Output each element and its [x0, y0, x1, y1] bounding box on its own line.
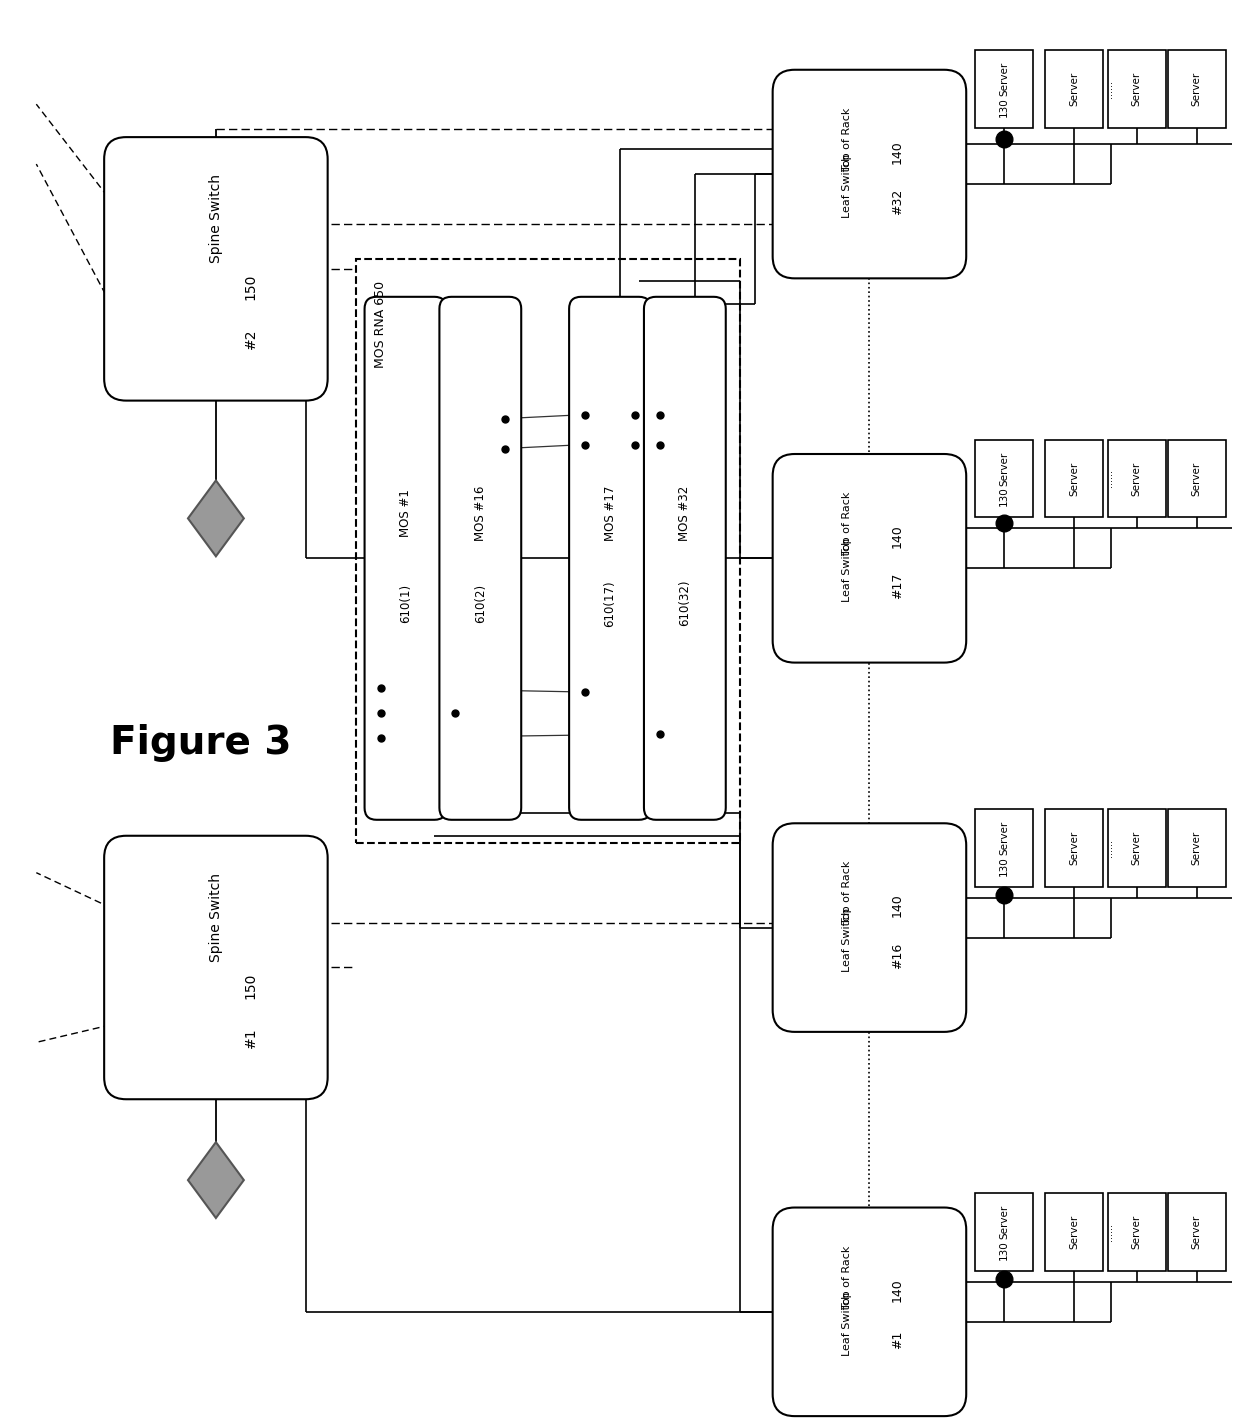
Polygon shape	[188, 1143, 244, 1218]
FancyBboxPatch shape	[644, 297, 725, 820]
Text: #1: #1	[244, 1027, 258, 1047]
Text: #2: #2	[244, 329, 258, 349]
Bar	[356, 259, 740, 842]
Text: Leaf Switch: Leaf Switch	[842, 1292, 852, 1356]
Text: Leaf Switch: Leaf Switch	[842, 908, 852, 972]
Bar	[975, 1192, 1033, 1271]
Text: 140: 140	[890, 1278, 904, 1302]
Text: Server: Server	[999, 1205, 1009, 1239]
Text: 140: 140	[890, 894, 904, 918]
Text: MOS RNA 650: MOS RNA 650	[373, 280, 387, 369]
Text: MOS #17: MOS #17	[604, 485, 616, 541]
FancyBboxPatch shape	[104, 835, 327, 1099]
Text: Server: Server	[999, 451, 1009, 485]
Text: Server: Server	[1192, 1215, 1202, 1249]
Bar	[1107, 808, 1166, 887]
Bar	[1168, 808, 1225, 887]
Text: MOS #32: MOS #32	[678, 485, 692, 541]
Text: Server: Server	[1069, 831, 1079, 865]
Bar	[1045, 808, 1102, 887]
Text: Server: Server	[1069, 461, 1079, 495]
Bar	[1045, 440, 1102, 518]
Text: ......: ......	[1104, 838, 1114, 857]
Text: 140: 140	[890, 141, 904, 164]
Bar	[1107, 1192, 1166, 1271]
Text: Spine Switch: Spine Switch	[208, 874, 223, 962]
Text: Top of Rack: Top of Rack	[842, 1245, 852, 1309]
Text: Server: Server	[1132, 73, 1142, 107]
Text: Figure 3: Figure 3	[110, 724, 291, 761]
Text: ......: ......	[1104, 470, 1114, 488]
Text: Top of Rack: Top of Rack	[842, 107, 852, 171]
Text: Server: Server	[1132, 1215, 1142, 1249]
Text: 150: 150	[244, 273, 258, 300]
Text: Server: Server	[1192, 831, 1202, 865]
Text: ......: ......	[1104, 80, 1114, 98]
Text: ......: ......	[1104, 1222, 1114, 1241]
Text: 130: 130	[999, 855, 1009, 875]
Text: 610(1): 610(1)	[399, 583, 412, 623]
FancyBboxPatch shape	[773, 454, 966, 663]
Text: Leaf Switch: Leaf Switch	[842, 538, 852, 602]
Text: Spine Switch: Spine Switch	[208, 175, 223, 263]
Text: #1: #1	[890, 1331, 904, 1349]
Text: Server: Server	[999, 821, 1009, 855]
Bar	[1107, 440, 1166, 518]
Bar	[975, 440, 1033, 518]
Bar	[1168, 1192, 1225, 1271]
Text: Server: Server	[999, 63, 1009, 97]
Bar	[975, 50, 1033, 128]
Text: Top of Rack: Top of Rack	[842, 492, 852, 555]
Bar	[1168, 440, 1225, 518]
Text: MOS #16: MOS #16	[474, 485, 487, 541]
Text: 610(17): 610(17)	[604, 581, 616, 626]
FancyBboxPatch shape	[569, 297, 651, 820]
Text: Server: Server	[1132, 461, 1142, 495]
Text: MOS #1: MOS #1	[399, 490, 412, 538]
Text: 140: 140	[890, 525, 904, 548]
Text: Server: Server	[1069, 73, 1079, 107]
Text: 610(32): 610(32)	[678, 581, 692, 626]
FancyBboxPatch shape	[439, 297, 521, 820]
Text: 130: 130	[999, 97, 1009, 117]
FancyBboxPatch shape	[773, 70, 966, 279]
Text: Top of Rack: Top of Rack	[842, 861, 852, 925]
Bar	[975, 808, 1033, 887]
Text: Server: Server	[1192, 461, 1202, 495]
FancyBboxPatch shape	[365, 297, 446, 820]
Text: Server: Server	[1192, 73, 1202, 107]
Text: Leaf Switch: Leaf Switch	[842, 154, 852, 218]
FancyBboxPatch shape	[773, 824, 966, 1032]
Bar	[1107, 50, 1166, 128]
Bar	[1045, 1192, 1102, 1271]
Text: #32: #32	[890, 189, 904, 215]
Text: Server: Server	[1069, 1215, 1079, 1249]
Bar	[1045, 50, 1102, 128]
Text: Server: Server	[1132, 831, 1142, 865]
Text: 130: 130	[999, 1239, 1009, 1259]
Polygon shape	[188, 481, 244, 556]
FancyBboxPatch shape	[104, 137, 327, 401]
Text: 610(2): 610(2)	[474, 583, 487, 623]
Bar	[1168, 50, 1225, 128]
Text: 130: 130	[999, 487, 1009, 507]
Text: #16: #16	[890, 942, 904, 969]
Text: 150: 150	[244, 972, 258, 999]
Text: #17: #17	[890, 573, 904, 599]
FancyBboxPatch shape	[773, 1208, 966, 1416]
